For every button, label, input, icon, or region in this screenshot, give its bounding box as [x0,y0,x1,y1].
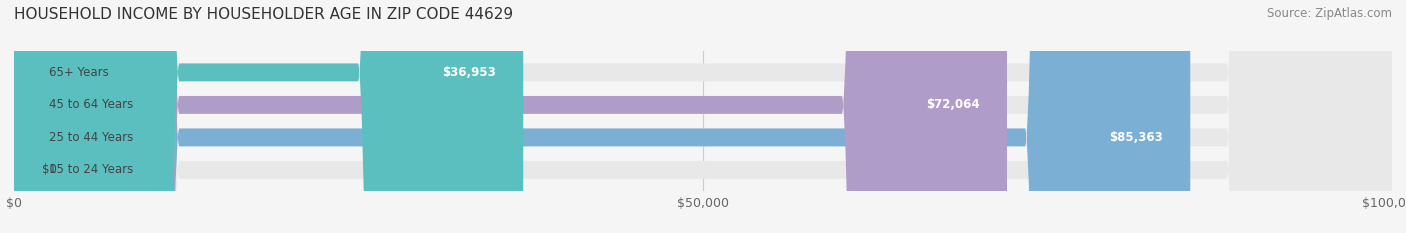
Text: $36,953: $36,953 [441,66,496,79]
Text: $72,064: $72,064 [925,98,980,111]
Text: 15 to 24 Years: 15 to 24 Years [48,163,132,176]
FancyBboxPatch shape [14,0,1392,233]
Text: $85,363: $85,363 [1109,131,1163,144]
FancyBboxPatch shape [14,0,1392,233]
FancyBboxPatch shape [14,0,1007,233]
FancyBboxPatch shape [14,0,523,233]
Text: 45 to 64 Years: 45 to 64 Years [48,98,132,111]
Text: 65+ Years: 65+ Years [48,66,108,79]
FancyBboxPatch shape [14,0,1392,233]
Text: 25 to 44 Years: 25 to 44 Years [48,131,132,144]
FancyBboxPatch shape [14,0,1191,233]
FancyBboxPatch shape [14,0,1392,233]
Text: Source: ZipAtlas.com: Source: ZipAtlas.com [1267,7,1392,20]
Text: $0: $0 [42,163,56,176]
Text: HOUSEHOLD INCOME BY HOUSEHOLDER AGE IN ZIP CODE 44629: HOUSEHOLD INCOME BY HOUSEHOLDER AGE IN Z… [14,7,513,22]
